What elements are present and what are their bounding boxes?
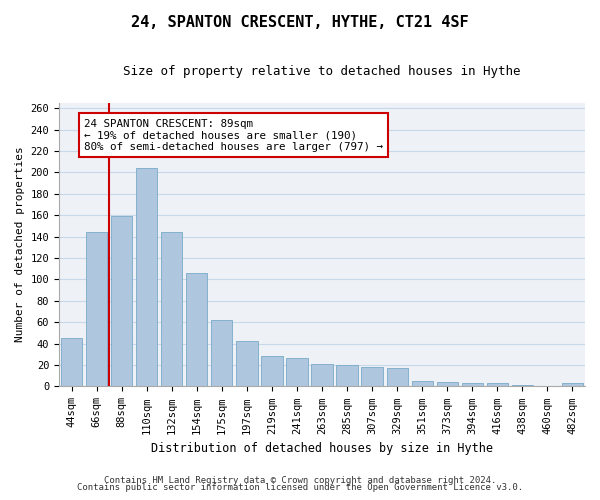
Bar: [136, 168, 157, 386]
Bar: [61, 338, 82, 386]
Bar: [386, 368, 408, 386]
Text: 24, SPANTON CRESCENT, HYTHE, CT21 4SF: 24, SPANTON CRESCENT, HYTHE, CT21 4SF: [131, 15, 469, 30]
Bar: [86, 232, 107, 386]
Text: Contains public sector information licensed under the Open Government Licence v3: Contains public sector information licen…: [77, 484, 523, 492]
Bar: [261, 356, 283, 386]
Title: Size of property relative to detached houses in Hythe: Size of property relative to detached ho…: [123, 65, 521, 78]
Bar: [161, 232, 182, 386]
X-axis label: Distribution of detached houses by size in Hythe: Distribution of detached houses by size …: [151, 442, 493, 455]
Text: 24 SPANTON CRESCENT: 89sqm
← 19% of detached houses are smaller (190)
80% of sem: 24 SPANTON CRESCENT: 89sqm ← 19% of deta…: [84, 119, 383, 152]
Bar: [337, 365, 358, 386]
Bar: [361, 367, 383, 386]
Bar: [562, 383, 583, 386]
Bar: [311, 364, 332, 386]
Y-axis label: Number of detached properties: Number of detached properties: [15, 146, 25, 342]
Bar: [236, 342, 257, 386]
Bar: [186, 273, 208, 386]
Bar: [487, 383, 508, 386]
Bar: [437, 382, 458, 386]
Bar: [412, 381, 433, 386]
Text: Contains HM Land Registry data © Crown copyright and database right 2024.: Contains HM Land Registry data © Crown c…: [104, 476, 496, 485]
Bar: [211, 320, 232, 386]
Bar: [286, 358, 308, 386]
Bar: [111, 216, 132, 386]
Bar: [461, 383, 483, 386]
